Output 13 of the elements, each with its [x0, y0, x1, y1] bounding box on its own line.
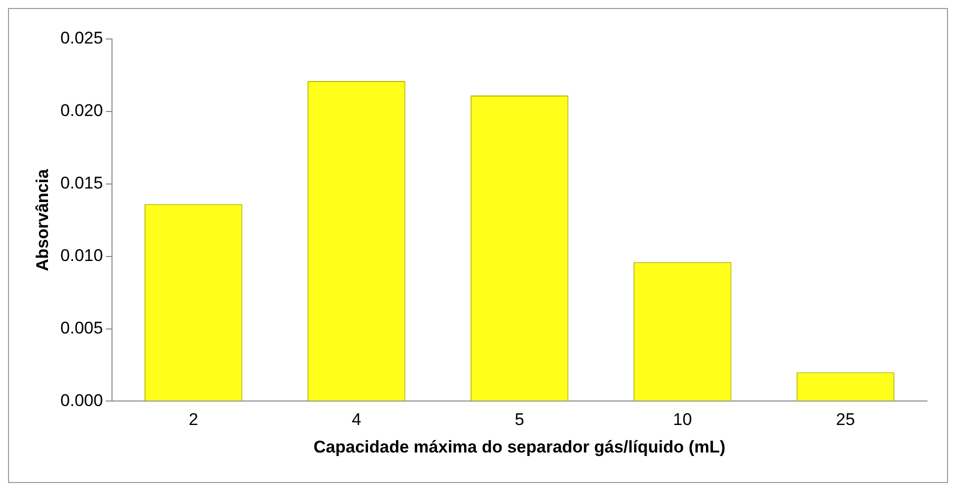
x-tick-label: 25 [836, 410, 855, 430]
x-tick-label: 4 [352, 410, 362, 430]
x-axis-title: Capacidade máxima do separador gás/líquido (mL) [314, 437, 726, 456]
y-tick-label: 0.020 [60, 101, 103, 120]
y-tick-label: 0.010 [60, 246, 103, 266]
y-axis-title: Absorvância [32, 168, 52, 272]
y-tick-label: 0.015 [60, 174, 103, 193]
x-tick-label: 5 [514, 410, 524, 430]
y-tick-label: 0.005 [60, 318, 103, 338]
x-tick-label: 2 [188, 410, 198, 430]
x-tick-label: 10 [673, 410, 692, 430]
y-tick-label: 0.000 [60, 390, 103, 410]
y-tick-label: 0.025 [60, 28, 103, 48]
